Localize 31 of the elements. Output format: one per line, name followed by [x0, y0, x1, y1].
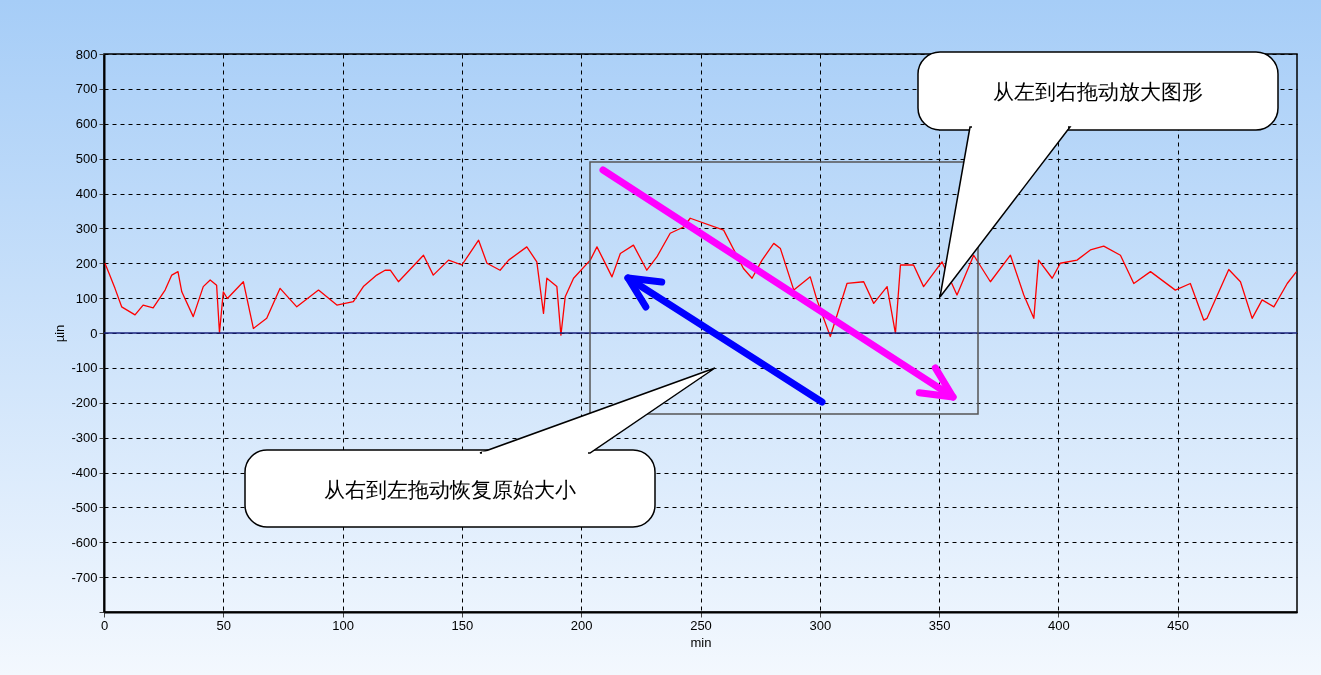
x-tick-label: 50 — [216, 617, 232, 633]
y-tick-label: -300 — [71, 430, 98, 446]
y-tick-label: -700 — [71, 569, 98, 585]
y-tick-label: 400 — [75, 186, 98, 201]
y-axis-title: µin — [52, 324, 68, 343]
annotation: 从左到右拖动放大图形 — [993, 80, 1203, 104]
y-tick-label: -200 — [71, 395, 98, 411]
y-tick-label: 200 — [75, 255, 98, 271]
annotation: 从右到左拖动恢复原始大小 — [324, 477, 576, 502]
x-tick-label: 150 — [451, 617, 474, 633]
x-tick-label: 400 — [1048, 617, 1070, 633]
y-tick-label: 100 — [75, 290, 98, 306]
y-tick-label: -100 — [71, 360, 98, 376]
y-tick-label: 0 — [90, 325, 98, 341]
line-series — [104, 217, 1297, 338]
x-tick-label: 100 — [332, 617, 354, 633]
x-tick-label: 200 — [570, 617, 593, 633]
y-tick-label: 600 — [75, 116, 98, 132]
y-tick-label: 500 — [75, 151, 98, 167]
y-tick-label: 800 — [75, 46, 98, 62]
y-tick-label: 700 — [75, 81, 98, 97]
x-axis-title: min — [690, 634, 712, 650]
y-tick-label: -400 — [71, 465, 98, 480]
y-tick-label: -500 — [71, 499, 98, 515]
x-tick-label: 300 — [809, 617, 832, 633]
y-tick-label: -600 — [71, 534, 98, 550]
x-tick-label: 450 — [1167, 617, 1190, 633]
y-tick-label: 300 — [75, 220, 98, 236]
x-tick-label: 0 — [100, 617, 109, 633]
x-tick-label: 250 — [690, 617, 712, 633]
x-tick-label: 350 — [928, 617, 951, 633]
